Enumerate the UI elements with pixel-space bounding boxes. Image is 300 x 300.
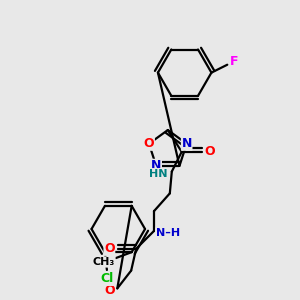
Text: F: F xyxy=(230,55,238,68)
Text: CH₃: CH₃ xyxy=(93,257,115,267)
Text: N–H: N–H xyxy=(156,228,180,238)
Text: O: O xyxy=(104,284,115,297)
Text: N: N xyxy=(182,137,192,150)
Text: HN: HN xyxy=(149,169,167,178)
Text: O: O xyxy=(204,145,215,158)
Text: O: O xyxy=(104,242,115,255)
Text: N: N xyxy=(151,159,161,172)
Text: Cl: Cl xyxy=(100,272,113,285)
Text: O: O xyxy=(144,137,154,150)
